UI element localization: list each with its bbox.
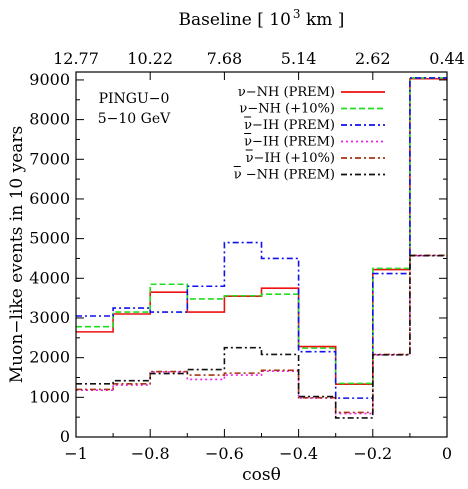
x-tick-label: −1 [64, 444, 88, 463]
top-tick-label: 2.62 [355, 49, 391, 68]
legend-label-4: ν−IH (PREM) [244, 135, 335, 150]
x-tick-label: 0 [442, 444, 452, 463]
top-tick-label: 10.22 [127, 49, 173, 68]
y-tick-label: 2000 [29, 348, 70, 367]
plot-frame [75, 71, 448, 438]
x-tick-label: −0.8 [131, 444, 170, 463]
tick-labels: −1 −0.8 −0.6 −0.4 −0.2 0 12.77 10.22 7.68 5.14 2.6… [29, 49, 465, 463]
y-tick-label: 9000 [29, 70, 70, 89]
y-tick-label: 5000 [29, 229, 70, 248]
series-line-5 [76, 254, 447, 414]
top-tick-label: 0.44 [429, 49, 465, 68]
x-tick-label: −0.2 [353, 444, 392, 463]
annotation-energy: 5−10 GeV [98, 111, 171, 127]
y-tick-label: 8000 [29, 110, 70, 129]
x-tick-label: −0.4 [279, 444, 318, 463]
legend: ν−NH (PREM)ν−NH (+10%)ν−IH (PREM)ν−IH (P… [233, 85, 385, 183]
y-tick-label: 4000 [29, 268, 70, 287]
top-tick-label: 7.68 [207, 49, 243, 68]
y-tick-label: 0 [60, 427, 70, 446]
y-axis-title: Muon−like events in 10 years [7, 126, 27, 384]
x-tick-label: −0.6 [205, 444, 244, 463]
series-group [76, 77, 447, 419]
legend-label-6: ν −NH (PREM) [234, 168, 335, 183]
top-axis-title-end: km ] [301, 10, 345, 30]
top-tick-label: 5.14 [281, 49, 317, 68]
top-tick-label: 12.77 [53, 49, 99, 68]
annotation-detector: PINGU−0 [99, 91, 170, 107]
top-axis-title-sup: 3 [293, 7, 301, 21]
y-tick-label: 3000 [29, 308, 70, 327]
legend-label-2: ν−NH (+10%) [239, 102, 335, 117]
y-tick-label: 1000 [29, 387, 70, 406]
top-axis-title: Baseline [ 10 3 km ] [179, 7, 345, 30]
legend-label-3: ν−IH (PREM) [244, 118, 335, 133]
x-axis-title: cosθ [242, 465, 281, 485]
series-line-6 [76, 254, 447, 419]
legend-label-1: ν−NH (PREM) [238, 85, 335, 100]
series-line-4 [76, 254, 447, 415]
top-axis-title-main: Baseline [ 10 [179, 10, 291, 30]
legend-label-5: ν−IH (+10%) [246, 151, 335, 166]
y-tick-label: 7000 [29, 149, 70, 168]
y-tick-label: 6000 [29, 189, 70, 208]
